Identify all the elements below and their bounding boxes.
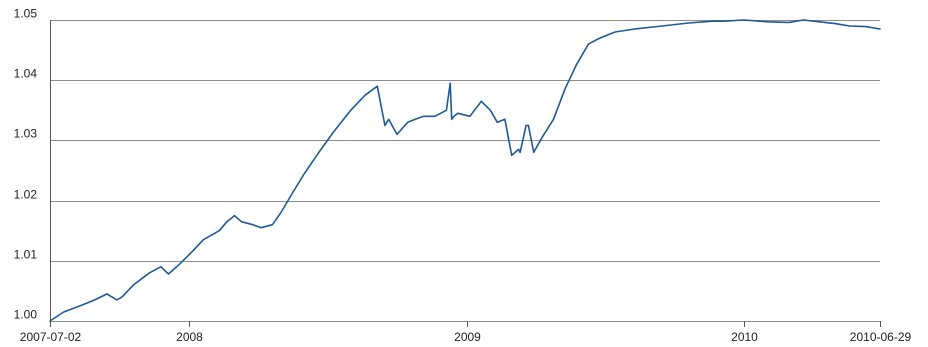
series-line-0 [49,19,881,322]
x-tick-label-2: 2009 [454,330,481,344]
x-axis [50,20,881,327]
y-tick-label-5: 1.05 [14,7,38,21]
y-tick-label-1: 1.01 [14,248,38,262]
tick-labels: 1.00 1.01 1.02 1.03 1.04 1.05 2007-07-02 2008 20… [14,7,912,345]
y-tick-label-0: 1.00 [14,308,38,322]
grid-lines [50,20,880,322]
x-tick-label-4: 2010-06-29 [850,330,912,344]
y-tick-label-3: 1.03 [14,127,38,141]
x-tick-label-0: 2007-07-02 [20,330,82,344]
series-layer [49,19,881,322]
x-tick-label-3: 2010 [731,330,758,344]
x-tick-label-1: 2008 [176,330,203,344]
y-tick-label-2: 1.02 [14,188,38,202]
y-tick-label-4: 1.04 [14,67,38,81]
